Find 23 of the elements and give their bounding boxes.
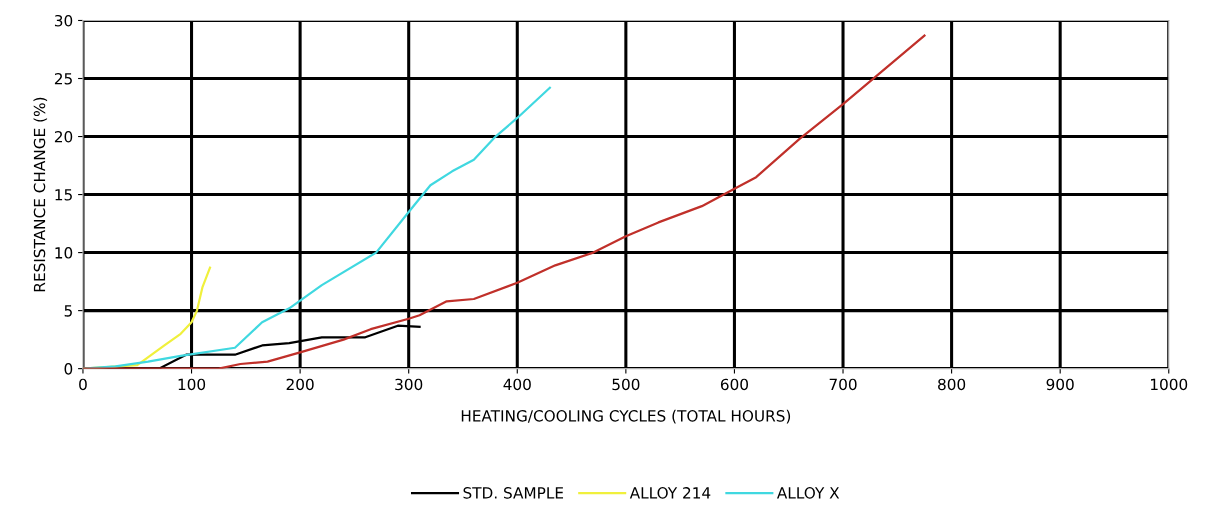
y-axis-title: RESISTANCE CHANGE (%) (33, 97, 48, 292)
x-tick-label: 700 (829, 378, 857, 391)
x-tick-label: 900 (1046, 378, 1074, 391)
x-axis-title: HEATING/COOLING CYCLES (TOTAL HOURS) (461, 409, 791, 424)
x-tick-label: 0 (79, 378, 87, 391)
y-tick-label: 0 (64, 363, 73, 375)
x-tick-label: 300 (395, 378, 423, 391)
x-tick-label: 800 (938, 378, 966, 391)
y-tick-label: 5 (64, 305, 72, 317)
x-tick-label: 600 (720, 378, 749, 391)
x-tick-label: 200 (286, 378, 314, 391)
legend-label: STD. SAMPLE (463, 487, 564, 499)
x-tick-label: 1000 (1151, 378, 1188, 391)
y-tick-label: 10 (55, 247, 73, 259)
y-tick-label: 25 (54, 72, 72, 85)
x-tick-label: 400 (503, 378, 531, 391)
y-tick-label: 15 (55, 189, 72, 201)
legend-label: ALLOY X (776, 487, 840, 499)
x-tick-label: 100 (178, 378, 206, 391)
y-tick-label: 30 (54, 14, 73, 27)
legend-label: ALLOY 214 (629, 487, 711, 499)
x-tick-label: 500 (612, 378, 640, 391)
y-tick-label: 20 (54, 131, 73, 143)
